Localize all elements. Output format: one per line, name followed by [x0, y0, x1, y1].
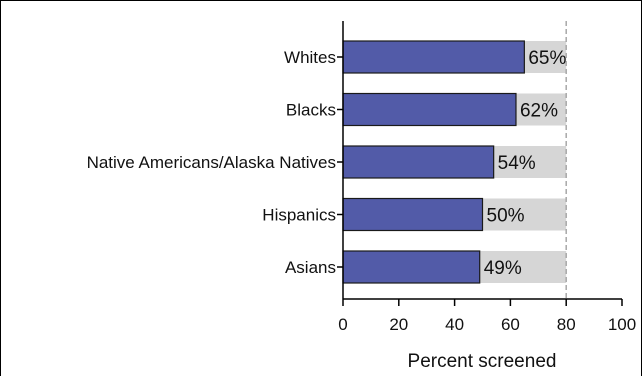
bar	[342, 250, 481, 284]
category-label: Hispanics	[262, 206, 336, 225]
bar	[342, 197, 484, 232]
x-tick-label: 60	[501, 315, 520, 334]
bar	[342, 40, 525, 74]
data-label: 62%	[520, 101, 558, 122]
data-label: 50%	[487, 206, 525, 227]
x-axis-label: Percent screened	[408, 351, 557, 372]
x-tick-label: 40	[445, 315, 464, 334]
category-label: Whites	[284, 48, 336, 67]
x-tick-label: 0	[338, 315, 347, 334]
bar	[342, 92, 517, 127]
bar	[342, 145, 495, 179]
data-label: 49%	[484, 258, 522, 279]
data-label: 65%	[528, 48, 566, 69]
category-label: Blacks	[286, 101, 336, 120]
plot-area: 65% Whites 62% Blacks 54% Native Americans/Al…	[87, 21, 636, 334]
category-label: Native Americans/Alaska Natives	[87, 153, 336, 172]
x-tick-label: 20	[389, 315, 408, 334]
x-tick-label: 100	[608, 315, 636, 334]
category-label: Asians	[285, 258, 336, 277]
x-tick-label: 80	[557, 315, 576, 334]
data-label: 54%	[498, 153, 536, 174]
